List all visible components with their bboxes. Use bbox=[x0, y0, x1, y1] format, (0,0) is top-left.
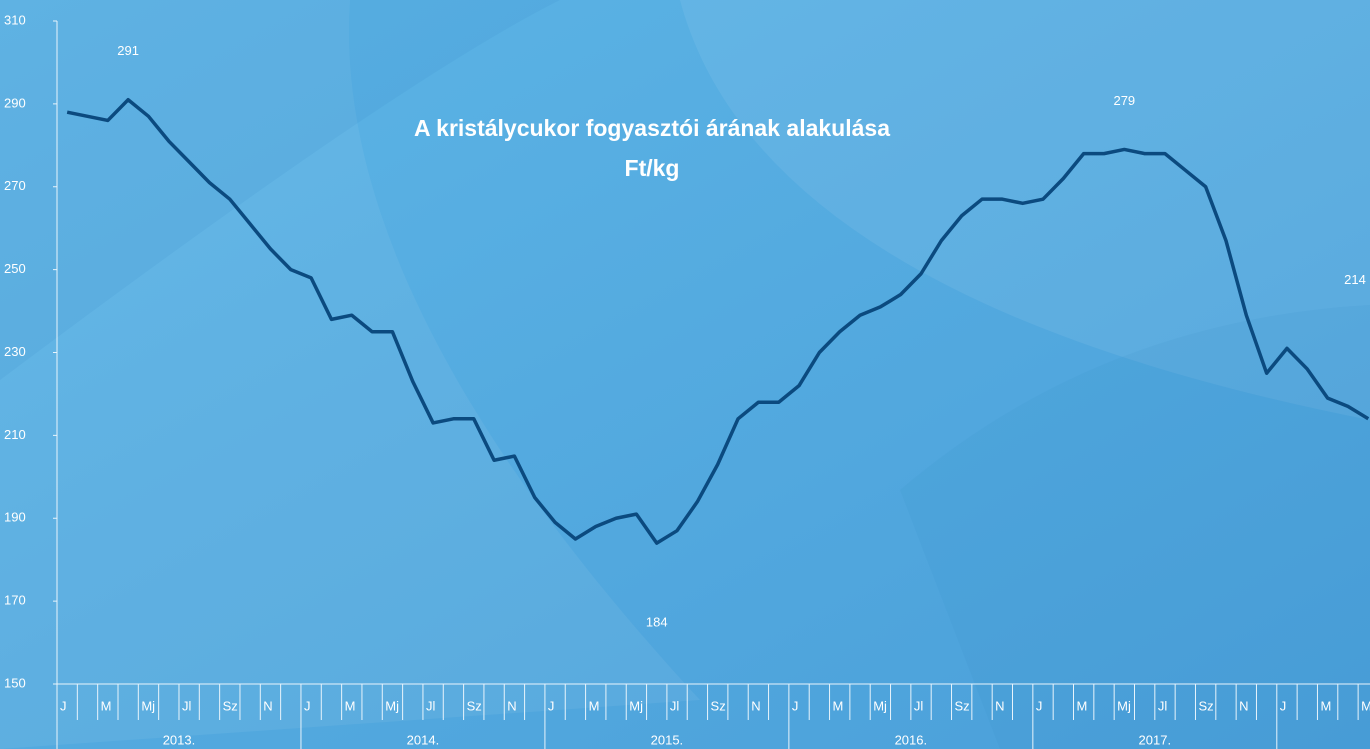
year-label: 2017. bbox=[1139, 732, 1172, 747]
x-tick-label: N bbox=[1239, 698, 1248, 713]
y-tick-label: 230 bbox=[4, 344, 26, 359]
x-tick-label: J bbox=[792, 698, 799, 713]
y-tick-label: 270 bbox=[4, 178, 26, 193]
x-tick-label: M bbox=[1077, 698, 1088, 713]
data-label: 184 bbox=[646, 615, 668, 630]
chart: A kristálycukor fogyasztói árának alakul… bbox=[0, 0, 1370, 749]
x-tick-label: Jl bbox=[182, 698, 192, 713]
y-tick-label: 210 bbox=[4, 427, 26, 442]
y-tick-label: 290 bbox=[4, 95, 26, 110]
x-tick-label: Mj bbox=[629, 698, 643, 713]
x-tick-label: N bbox=[507, 698, 516, 713]
x-tick-label: Mj bbox=[1117, 698, 1131, 713]
y-tick-label: 190 bbox=[4, 510, 26, 525]
x-tick-label: Mj bbox=[873, 698, 887, 713]
year-label: 2013. bbox=[163, 732, 196, 747]
y-tick-label: 250 bbox=[4, 261, 26, 276]
x-tick-label: Sz bbox=[1198, 698, 1213, 713]
year-label: 2015. bbox=[651, 732, 684, 747]
x-tick-label: Mj bbox=[141, 698, 155, 713]
x-tick-label: Jl bbox=[914, 698, 924, 713]
data-label: 279 bbox=[1113, 93, 1135, 108]
x-tick-label: M bbox=[1320, 698, 1331, 713]
x-tick-label: N bbox=[263, 698, 272, 713]
x-tick-label: N bbox=[751, 698, 760, 713]
chart-title: Ft/kg bbox=[625, 155, 680, 181]
y-tick-label: 150 bbox=[4, 675, 26, 690]
data-label: 214 bbox=[1344, 272, 1366, 287]
year-label: 2016. bbox=[895, 732, 928, 747]
x-tick-label: J bbox=[304, 698, 311, 713]
x-tick-label: Jl bbox=[1158, 698, 1168, 713]
y-tick-label: 170 bbox=[4, 593, 26, 608]
page: A kristálycukor fogyasztói árának alakul… bbox=[0, 0, 1370, 749]
x-tick-label: M bbox=[1361, 698, 1370, 713]
x-tick-label: J bbox=[1280, 698, 1287, 713]
x-tick-label: M bbox=[833, 698, 844, 713]
x-tick-label: M bbox=[101, 698, 112, 713]
x-tick-label: J bbox=[1036, 698, 1043, 713]
y-tick-label: 310 bbox=[4, 12, 26, 27]
data-label: 291 bbox=[117, 43, 139, 58]
x-tick-label: Sz bbox=[711, 698, 726, 713]
x-tick-label: J bbox=[548, 698, 555, 713]
x-tick-label: M bbox=[589, 698, 600, 713]
x-tick-label: Mj bbox=[385, 698, 399, 713]
chart-title: A kristálycukor fogyasztói árának alakul… bbox=[414, 115, 890, 141]
x-tick-label: Sz bbox=[223, 698, 238, 713]
x-tick-label: N bbox=[995, 698, 1004, 713]
x-tick-label: Jl bbox=[670, 698, 680, 713]
x-tick-label: Sz bbox=[955, 698, 970, 713]
x-tick-label: J bbox=[60, 698, 67, 713]
x-tick-label: Jl bbox=[426, 698, 436, 713]
x-tick-label: Sz bbox=[467, 698, 482, 713]
x-tick-label: M bbox=[345, 698, 356, 713]
year-label: 2014. bbox=[407, 732, 440, 747]
